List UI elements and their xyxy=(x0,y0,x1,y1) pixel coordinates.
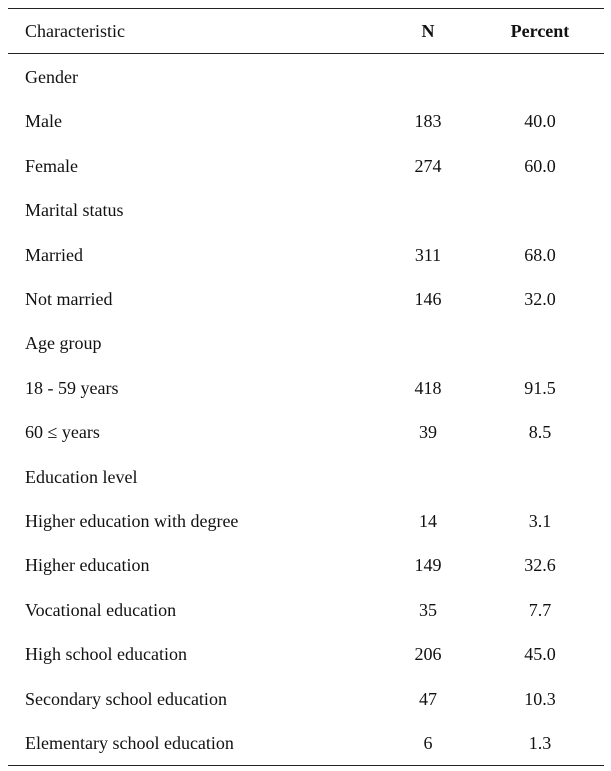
row-label: High school education xyxy=(25,644,187,665)
group-label: Gender xyxy=(25,67,78,87)
row-label: Higher education with degree xyxy=(25,511,239,531)
row-label: Vocational education xyxy=(25,599,177,620)
column-header: N xyxy=(421,21,435,41)
group-label: Age group xyxy=(25,333,102,354)
top-rule xyxy=(8,8,604,9)
header-rule xyxy=(8,53,604,54)
cell-value: 183 xyxy=(414,111,442,132)
row-label: Higher education xyxy=(25,555,150,576)
group-label: Marital status xyxy=(25,200,124,221)
cell-value: 418 xyxy=(414,377,442,398)
cell-value: 32.0 xyxy=(524,289,556,309)
row-label: Female xyxy=(25,155,78,176)
column-header: Percent xyxy=(510,21,570,41)
cell-value: 3.1 xyxy=(528,511,552,531)
cell-value: 91.5 xyxy=(524,377,556,398)
row-label: Not married xyxy=(25,289,113,309)
row-label: Secondary school education xyxy=(25,688,227,709)
bottom-rule xyxy=(8,765,604,766)
cell-value: 311 xyxy=(414,244,442,265)
row-label: Married xyxy=(25,244,83,265)
cell-value: 10.3 xyxy=(524,688,556,709)
cell-value: 40.0 xyxy=(524,111,556,132)
cell-value: 14 xyxy=(419,511,437,531)
cell-value: 1.3 xyxy=(528,733,552,753)
cell-value: 35 xyxy=(419,599,437,620)
row-label: 18 - 59 years xyxy=(25,377,119,398)
cell-value: 8.5 xyxy=(528,422,552,443)
cell-value: 68.0 xyxy=(524,244,556,265)
cell-value: 60.0 xyxy=(524,155,556,176)
cell-value: 45.0 xyxy=(524,644,556,665)
cell-value: 47 xyxy=(419,688,437,709)
group-label: Education level xyxy=(25,466,138,487)
cell-value: 32.6 xyxy=(524,555,556,576)
cell-value: 149 xyxy=(414,555,442,576)
cell-value: 39 xyxy=(419,422,437,443)
cell-value: 7.7 xyxy=(528,599,552,620)
row-label: Male xyxy=(25,111,62,132)
row-label: 60 ≤ years xyxy=(25,422,100,443)
cell-value: 6 xyxy=(423,733,433,753)
row-label: Elementary school education xyxy=(25,733,234,753)
column-header: Characteristic xyxy=(25,21,125,41)
cell-value: 206 xyxy=(414,644,442,665)
cell-value: 274 xyxy=(414,155,442,176)
cell-value: 146 xyxy=(414,289,442,309)
